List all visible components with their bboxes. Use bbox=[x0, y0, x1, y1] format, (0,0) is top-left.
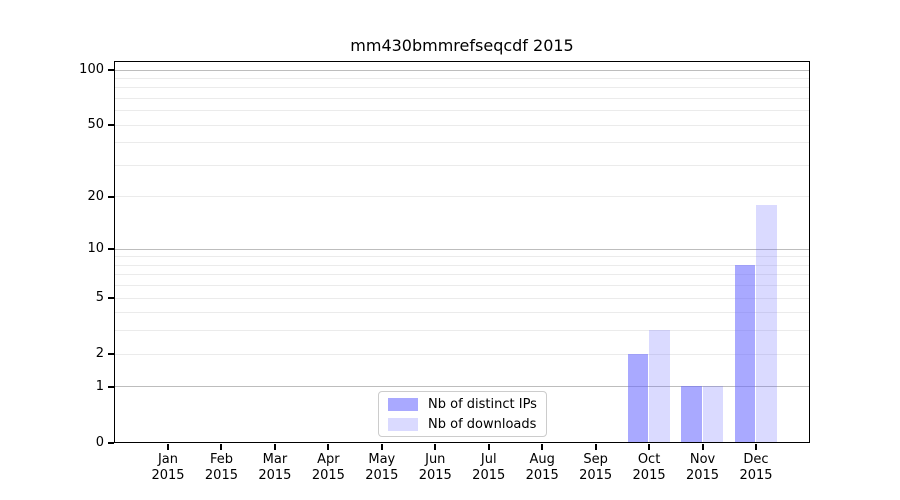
y-axis-tick-label: 1 bbox=[95, 378, 104, 394]
gridline-minor bbox=[115, 297, 809, 299]
gridline-minor bbox=[115, 97, 809, 99]
bar-downloads bbox=[702, 386, 724, 442]
gridline-minor bbox=[115, 353, 809, 355]
x-axis-tick-label: Aug 2015 bbox=[525, 452, 559, 483]
bar-distinct-ips bbox=[734, 264, 755, 442]
x-axis-tick-mark bbox=[380, 444, 383, 450]
y-axis-tick-mark bbox=[108, 297, 114, 300]
x-axis-tick-mark bbox=[434, 444, 437, 450]
gridline-minor bbox=[115, 274, 809, 276]
x-axis-tick-mark bbox=[167, 444, 169, 450]
x-axis-tick-mark bbox=[648, 444, 651, 450]
y-axis-tick-mark bbox=[108, 248, 114, 251]
gridline-minor bbox=[115, 77, 809, 79]
y-axis-tick-label: 100 bbox=[79, 62, 104, 77]
y-axis-tick-mark bbox=[108, 195, 114, 198]
y-axis-tick-label: 50 bbox=[87, 117, 104, 133]
legend-swatch-downloads bbox=[388, 417, 418, 431]
y-axis-tick-label: 10 bbox=[87, 241, 104, 257]
x-axis-tick-label: Jul 2015 bbox=[472, 452, 506, 483]
x-axis-tick-label: Dec 2015 bbox=[739, 452, 773, 483]
gridline-major bbox=[115, 386, 809, 388]
gridline-minor bbox=[115, 285, 809, 287]
legend-label-distinct-ips: Nb of distinct IPs bbox=[428, 396, 537, 412]
gridline-minor bbox=[115, 196, 809, 198]
gridline-minor bbox=[115, 142, 809, 144]
x-axis-tick-label: Jun 2015 bbox=[418, 452, 452, 483]
plot-area bbox=[114, 61, 810, 443]
gridline-major bbox=[115, 248, 809, 250]
legend-entry-distinct-ips: Nb of distinct IPs bbox=[388, 397, 537, 412]
y-axis-tick-mark bbox=[108, 442, 114, 444]
bar-downloads bbox=[649, 330, 670, 442]
gridline-minor bbox=[115, 256, 809, 258]
y-axis-tick-label: 0 bbox=[95, 435, 104, 450]
bar-downloads bbox=[756, 204, 777, 442]
x-axis-tick-label: Jan 2015 bbox=[151, 452, 185, 483]
x-axis-tick-mark bbox=[220, 444, 223, 450]
bar-distinct-ips bbox=[627, 353, 649, 442]
x-axis-tick-mark bbox=[594, 444, 597, 450]
x-axis-tick-mark bbox=[327, 444, 330, 450]
x-axis-tick-label: May 2015 bbox=[365, 452, 399, 483]
legend: Nb of distinct IPs Nb of downloads bbox=[378, 391, 547, 437]
x-axis-tick-mark bbox=[487, 444, 490, 450]
x-axis-tick-label: Apr 2015 bbox=[311, 452, 345, 483]
y-axis-tick-label: 5 bbox=[95, 290, 104, 306]
chart-title: mm430bmmrefseqcdf 2015 bbox=[350, 36, 574, 55]
x-axis-tick-label: Feb 2015 bbox=[204, 452, 238, 483]
gridline-minor bbox=[115, 110, 809, 112]
y-axis-tick-label: 20 bbox=[87, 188, 104, 204]
legend-entry-downloads: Nb of downloads bbox=[388, 417, 537, 432]
y-axis-tick-label: 2 bbox=[95, 346, 104, 362]
y-axis-tick-mark bbox=[108, 69, 114, 71]
x-axis-tick-mark bbox=[701, 444, 704, 450]
gridline-minor bbox=[115, 312, 809, 314]
y-axis-tick-mark bbox=[108, 385, 114, 388]
gridline-minor bbox=[115, 264, 809, 266]
x-axis-tick-label: Sep 2015 bbox=[579, 452, 613, 483]
x-axis-tick-label: Oct 2015 bbox=[632, 452, 666, 483]
gridline-minor bbox=[115, 124, 809, 126]
x-axis-tick-mark bbox=[273, 444, 276, 450]
legend-swatch-distinct-ips bbox=[388, 397, 418, 411]
gridline-minor bbox=[115, 87, 809, 89]
x-axis-tick-mark bbox=[541, 444, 544, 450]
y-axis-tick-mark bbox=[108, 124, 114, 127]
x-axis-tick-label: Mar 2015 bbox=[258, 452, 292, 483]
gridline-minor bbox=[115, 164, 809, 166]
y-axis-tick-mark bbox=[108, 353, 114, 356]
x-axis-tick-mark bbox=[755, 444, 757, 450]
legend-label-downloads: Nb of downloads bbox=[428, 416, 537, 432]
gridline-major bbox=[115, 69, 809, 71]
x-axis-tick-label: Nov 2015 bbox=[685, 452, 720, 483]
gridline-minor bbox=[115, 330, 809, 332]
bar-distinct-ips bbox=[681, 386, 702, 442]
